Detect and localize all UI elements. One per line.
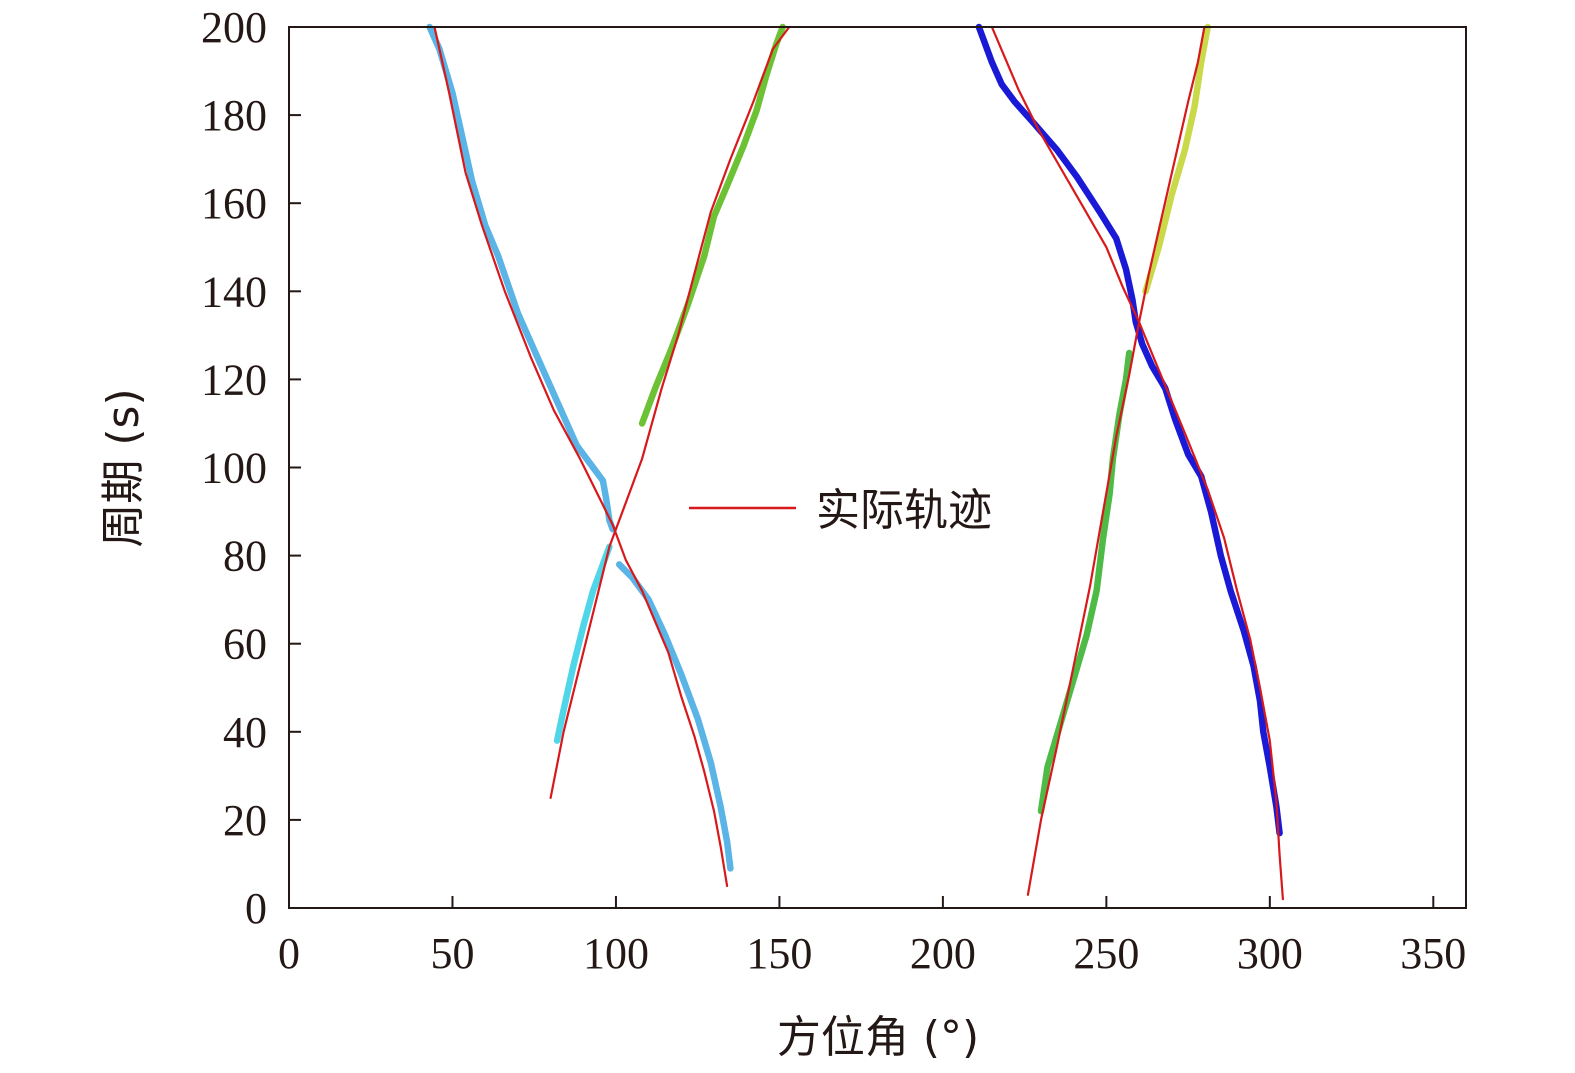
measured-track-line-0 xyxy=(426,23,616,533)
measured-track-line-4 xyxy=(975,23,1283,837)
x-axis-title: 方位角 (°) xyxy=(777,1012,979,1063)
measured-track-line-2 xyxy=(553,543,613,744)
x-tick-label-3: 150 xyxy=(746,929,812,978)
legend: 实际轨迹 xyxy=(689,485,992,536)
y-axis-title: 周期 (s) xyxy=(98,388,149,547)
y-tick-label-2: 40 xyxy=(223,708,267,757)
legend-label: 实际轨迹 xyxy=(816,485,992,536)
x-tick-label-7: 350 xyxy=(1400,929,1466,978)
y-tick-label-6: 120 xyxy=(201,355,267,404)
actual-track-line-9 xyxy=(990,25,1285,901)
y-tick-label-8: 160 xyxy=(201,179,267,228)
x-tick-label-2: 100 xyxy=(583,929,649,978)
y-tick-label-0: 0 xyxy=(245,884,267,933)
y-tick-label-10: 200 xyxy=(201,3,267,52)
x-tick-label-5: 250 xyxy=(1073,929,1139,978)
x-tick-label-4: 200 xyxy=(910,929,976,978)
x-axis-ticks: 0 50 100 150 200 250 300 350 xyxy=(278,896,1466,978)
actual-track-line-8 xyxy=(549,25,791,800)
measured-track-line-5 xyxy=(1037,349,1133,815)
actual-track-line-10 xyxy=(1026,25,1206,896)
y-tick-label-5: 100 xyxy=(201,444,267,493)
x-tick-label-0: 0 xyxy=(278,929,300,978)
measured-track-line-1 xyxy=(615,561,734,872)
y-axis-ticks: 0 20 40 60 80 100 120 140 160 180 200 xyxy=(201,3,301,933)
y-tick-label-7: 140 xyxy=(201,267,267,316)
measured-track-line-3 xyxy=(638,23,786,427)
y-tick-label-4: 80 xyxy=(223,532,267,581)
series-layer xyxy=(426,23,1285,901)
actual-track-line-7 xyxy=(433,25,729,888)
x-tick-label-6: 300 xyxy=(1237,929,1303,978)
x-tick-label-1: 50 xyxy=(430,929,474,978)
measured-track-line-6 xyxy=(1142,23,1211,295)
y-tick-label-3: 60 xyxy=(223,620,267,669)
y-tick-label-1: 20 xyxy=(223,796,267,845)
y-tick-label-9: 180 xyxy=(201,91,267,140)
